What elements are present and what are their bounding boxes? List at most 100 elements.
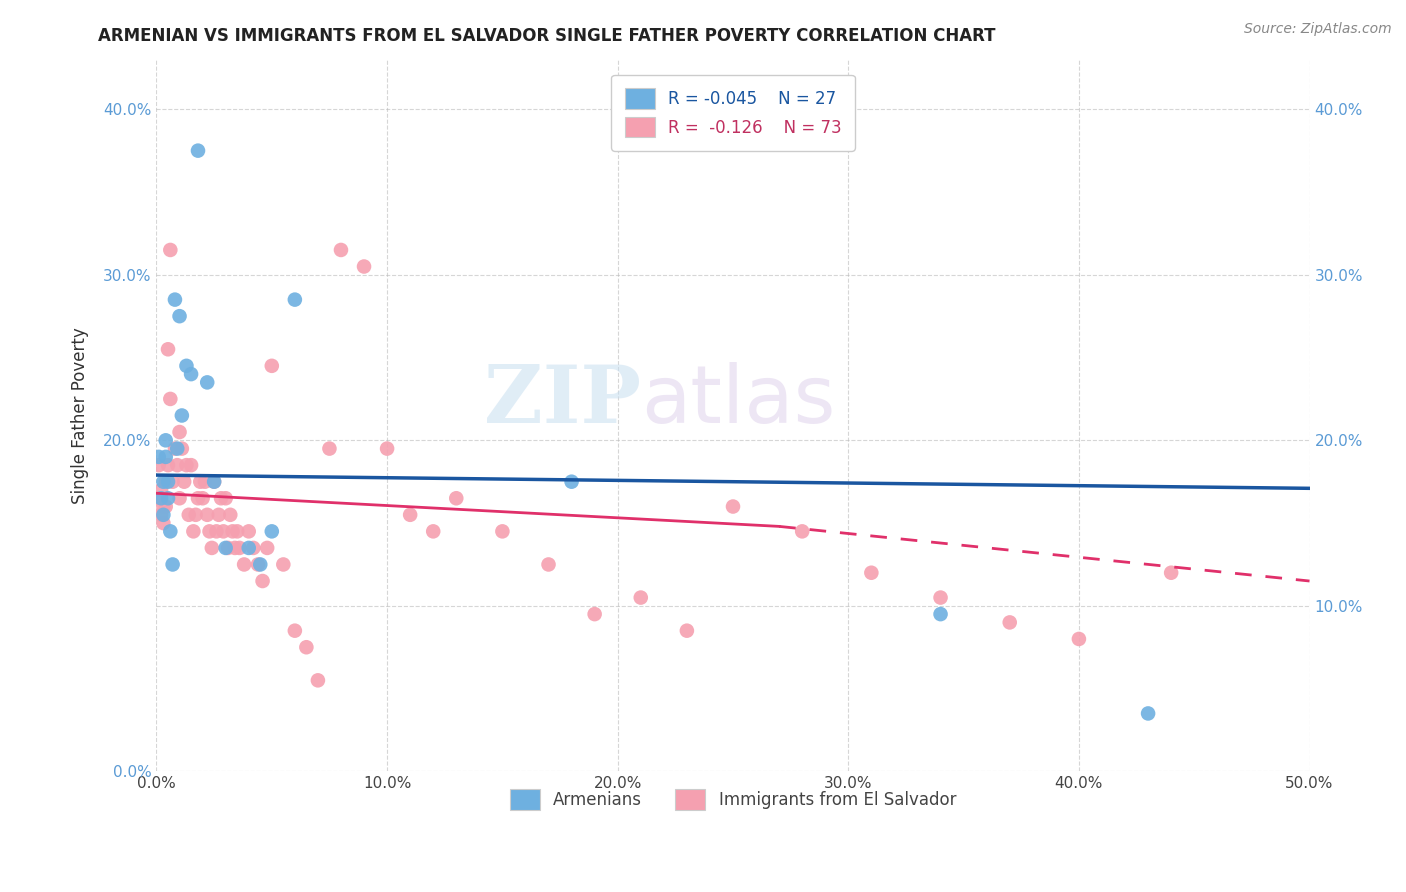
Point (1137, 706, 1160, 721)
Point (195, 508, 218, 522)
Point (202, 475, 225, 489)
Point (162, 475, 184, 489)
Point (228, 541, 250, 555)
Point (284, 293, 307, 307)
Point (260, 524, 283, 539)
Point (150, 491, 173, 506)
Point (194, 475, 217, 489)
Point (318, 442, 340, 456)
Point (219, 508, 242, 522)
Point (583, 607, 606, 621)
Point (177, 508, 200, 522)
Point (929, 607, 952, 621)
Point (159, 243, 181, 257)
Point (152, 500, 174, 514)
Point (284, 624, 307, 638)
Point (246, 558, 269, 572)
Point (375, 442, 398, 456)
Point (150, 508, 173, 522)
Point (176, 458, 198, 472)
Point (180, 367, 202, 381)
Point (422, 524, 444, 539)
Point (221, 524, 243, 539)
Point (155, 500, 177, 514)
Point (162, 558, 184, 572)
Point (150, 483, 173, 497)
Point (157, 343, 180, 357)
Point (184, 508, 207, 522)
Point (721, 500, 744, 514)
Point (860, 566, 883, 580)
Point (249, 558, 271, 572)
Point (155, 475, 177, 489)
Point (238, 524, 260, 539)
Point (561, 475, 583, 489)
Point (148, 450, 170, 464)
Point (169, 309, 191, 323)
Point (183, 524, 205, 539)
Point (446, 491, 468, 506)
Point (212, 524, 235, 539)
Point (260, 359, 283, 373)
Point (159, 524, 181, 539)
Point (155, 450, 177, 464)
Point (180, 458, 202, 472)
Point (295, 640, 318, 655)
Point (173, 475, 195, 489)
Text: atlas: atlas (641, 362, 835, 441)
Point (202, 475, 225, 489)
Point (676, 624, 699, 638)
Point (187, 491, 209, 506)
Point (152, 508, 174, 522)
Point (191, 491, 214, 506)
Point (256, 541, 278, 555)
Point (233, 558, 256, 572)
Point (148, 458, 170, 472)
Point (208, 508, 231, 522)
Point (217, 541, 239, 555)
Point (238, 541, 260, 555)
Point (792, 524, 814, 539)
Point (307, 673, 329, 688)
Point (166, 458, 188, 472)
Point (209, 491, 232, 506)
Text: Source: ZipAtlas.com: Source: ZipAtlas.com (1244, 22, 1392, 37)
Point (159, 392, 181, 406)
Point (157, 458, 180, 472)
Point (998, 615, 1021, 630)
Point (205, 524, 228, 539)
Point (170, 409, 193, 423)
Point (224, 541, 246, 555)
Point (201, 541, 224, 555)
Text: ARMENIAN VS IMMIGRANTS FROM EL SALVADOR SINGLE FATHER POVERTY CORRELATION CHART: ARMENIAN VS IMMIGRANTS FROM EL SALVADOR … (98, 27, 995, 45)
Point (163, 442, 186, 456)
Legend: Armenians, Immigrants from El Salvador: Armenians, Immigrants from El Salvador (503, 783, 963, 816)
Point (157, 475, 180, 489)
Point (152, 516, 174, 530)
Point (252, 574, 274, 588)
Point (491, 524, 513, 539)
Point (187, 144, 209, 158)
Text: ZIP: ZIP (484, 362, 641, 441)
Point (163, 293, 186, 307)
Point (155, 434, 177, 448)
Y-axis label: Single Father Poverty: Single Father Poverty (72, 327, 89, 504)
Point (353, 260, 375, 274)
Point (226, 524, 249, 539)
Point (169, 425, 191, 439)
Point (273, 558, 295, 572)
Point (929, 591, 952, 605)
Point (330, 243, 353, 257)
Point (157, 491, 180, 506)
Point (176, 359, 198, 373)
Point (537, 558, 560, 572)
Point (169, 491, 191, 506)
Point (1067, 632, 1090, 646)
Point (170, 442, 193, 456)
Point (195, 376, 218, 390)
Point (215, 541, 238, 555)
Point (152, 475, 174, 489)
Point (399, 508, 422, 522)
Point (198, 524, 221, 539)
Point (242, 541, 264, 555)
